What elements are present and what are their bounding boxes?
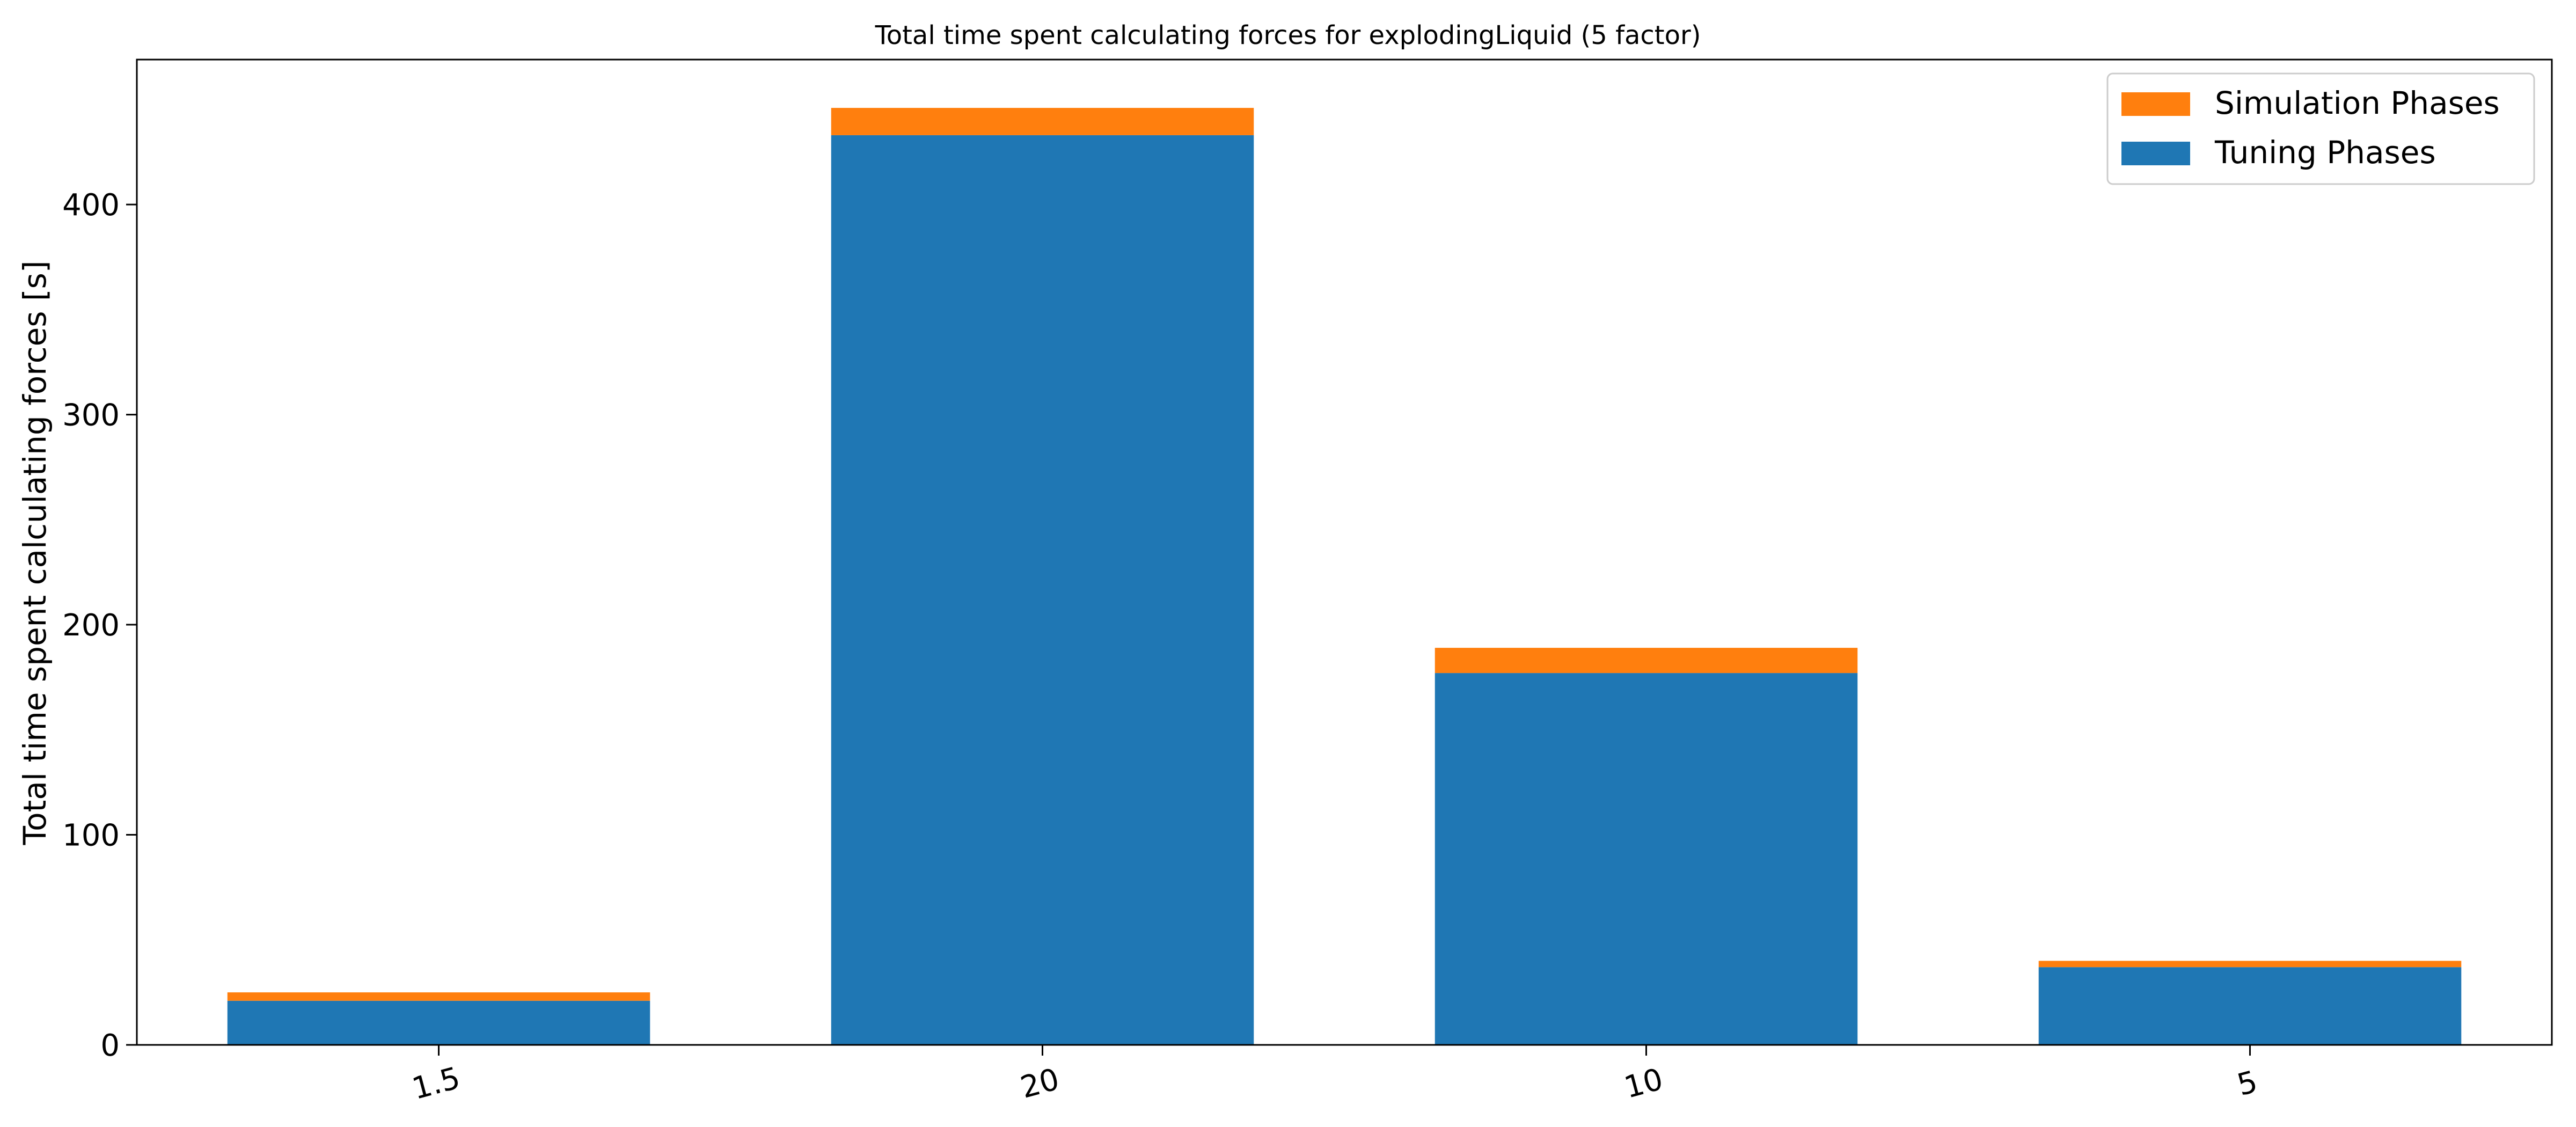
- bar-tuning-phases-20: [831, 135, 1254, 1045]
- legend-swatch-simulation: [2121, 92, 2190, 116]
- x-tick-label: 10: [1621, 1062, 1667, 1106]
- plot-area: [227, 108, 2462, 1045]
- legend: Simulation Phases Tuning Phases: [2106, 72, 2535, 185]
- bar-simulation-phases-20: [831, 108, 1254, 135]
- bar-simulation-phases-10: [1435, 648, 1858, 674]
- bar-simulation-phases-5: [2038, 961, 2462, 968]
- legend-box: [2106, 72, 2535, 185]
- bar-tuning-phases-10: [1435, 673, 1858, 1045]
- plot-frame: [136, 58, 2553, 1046]
- y-tick-label: 200: [62, 608, 120, 643]
- legend-label-simulation: Simulation Phases: [2215, 85, 2500, 121]
- y-axis: 0 100 200 300 400: [62, 188, 137, 1063]
- y-tick-label: 0: [100, 1028, 120, 1063]
- bar-tuning-phases-1-5: [227, 1000, 650, 1045]
- chart-title: Total time spent calculating forces for …: [875, 20, 1701, 50]
- y-tick-label: 300: [62, 398, 120, 433]
- y-axis-label: Total time spent calculating forces [s]: [17, 261, 53, 846]
- legend-swatch-tuning: [2121, 142, 2190, 165]
- x-axis: 1.5 20 10 5: [408, 1045, 2261, 1107]
- bar-tuning-phases-5: [2038, 967, 2462, 1045]
- bar-simulation-phases-1-5: [227, 992, 650, 1001]
- x-tick-label: 20: [1017, 1062, 1063, 1106]
- y-tick-label: 400: [62, 188, 120, 223]
- legend-label-tuning: Tuning Phases: [2214, 134, 2436, 171]
- x-tick-label: 5: [2234, 1064, 2261, 1103]
- y-tick-label: 100: [62, 818, 120, 853]
- x-tick-label: 1.5: [408, 1060, 464, 1107]
